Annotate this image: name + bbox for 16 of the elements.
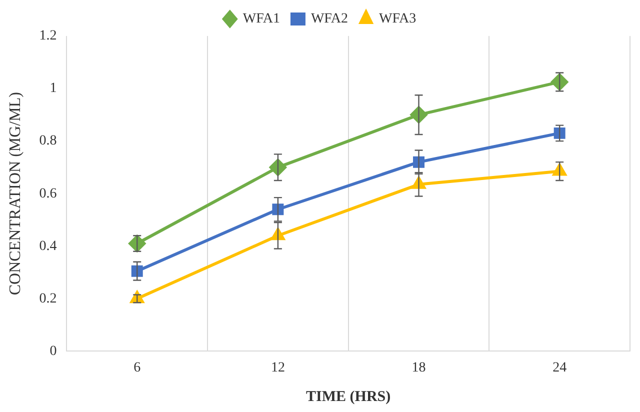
- legend-label: WFA3: [379, 12, 416, 27]
- x-axis-title: TIME (HRS): [306, 388, 391, 405]
- y-tick-label: 1: [50, 81, 57, 96]
- y-tick-label: 0.2: [39, 291, 57, 306]
- y-tick-label: 0.4: [39, 238, 57, 254]
- legend-label: WFA2: [310, 12, 348, 27]
- y-tick-label: 0.6: [39, 186, 57, 202]
- y-tick-label: 0: [50, 344, 57, 359]
- legend-label: WFA1: [242, 12, 280, 27]
- x-tick-label: 18: [412, 360, 426, 376]
- y-axis-title: CONCENTRATION (MG/ML): [6, 92, 24, 296]
- x-tick-label: 6: [134, 360, 141, 376]
- y-tick-label: 0.8: [39, 134, 57, 149]
- x-tick-label: 24: [552, 360, 567, 376]
- y-tick-label: 1.2: [39, 28, 57, 44]
- x-tick-label: 12: [270, 360, 285, 376]
